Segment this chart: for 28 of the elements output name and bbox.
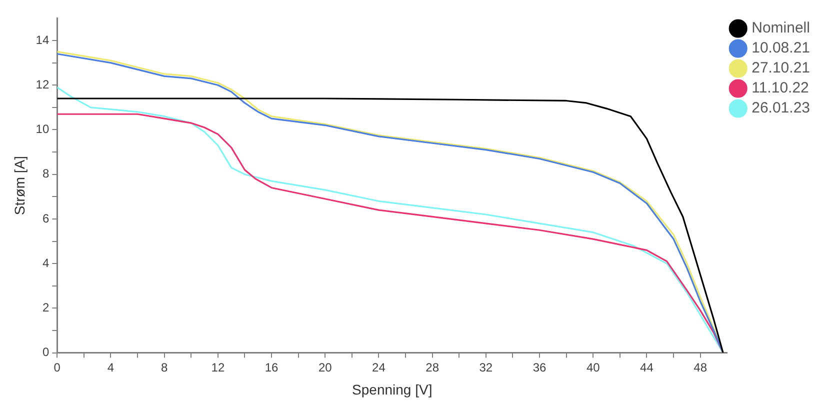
x-tick-label: 24 <box>372 360 386 374</box>
y-tick-label: 12 <box>36 77 50 92</box>
x-tick-label: 40 <box>586 360 600 374</box>
legend-label: 10.08.21 <box>752 40 810 57</box>
x-tick-label: 48 <box>694 360 708 374</box>
y-tick-label: 14 <box>36 32 50 47</box>
legend-label: Nominell <box>752 20 810 37</box>
legend-label: 27.10.21 <box>752 60 810 77</box>
x-tick-label: 20 <box>318 360 332 374</box>
y-axis-title: Strøm [A] <box>11 156 28 216</box>
x-tick-label: 0 <box>54 360 61 374</box>
y-tick-label: 6 <box>42 211 50 226</box>
y-tick-label: 4 <box>42 256 50 270</box>
x-tick-label: 4 <box>107 360 114 374</box>
x-tick-label: 32 <box>479 360 493 374</box>
x-tick-label: 44 <box>640 360 654 374</box>
y-tick-label: 10 <box>36 122 50 136</box>
x-tick-label: 16 <box>264 360 279 374</box>
x-tick-label: 12 <box>211 360 225 374</box>
y-tick-label: 0 <box>42 345 50 360</box>
y-tick-label: 2 <box>42 300 50 314</box>
legend-label: 11.10.22 <box>752 80 809 97</box>
y-tick-label: 8 <box>42 166 50 181</box>
x-tick-label: 8 <box>161 360 168 374</box>
legend-label: 26.01.23 <box>752 100 810 117</box>
x-axis-title: Spenning [V] <box>352 381 432 398</box>
x-tick-label: 28 <box>426 360 440 374</box>
x-tick-label: 36 <box>532 360 547 374</box>
